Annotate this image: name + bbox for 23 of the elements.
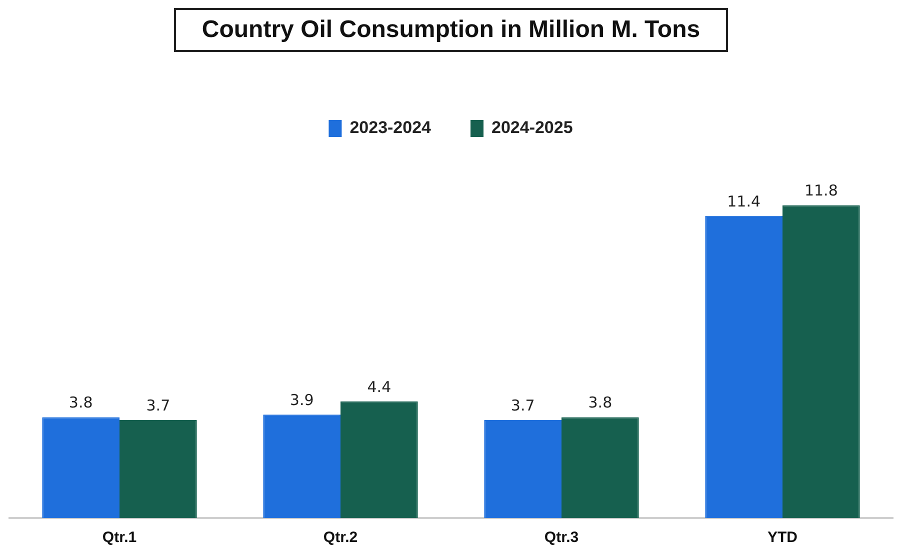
x-tick-label: Qtr.3 [544,529,579,546]
data-label: 3.8 [68,394,93,412]
bar [340,401,418,518]
data-label: 11.4 [727,192,761,210]
bar [42,417,120,518]
data-label: 3.8 [588,394,612,412]
bar [705,216,782,518]
data-label: 11.8 [804,182,838,200]
legend-label: 2024-2025 [492,118,573,138]
bar [263,414,340,518]
x-tick-label: Qtr.1 [102,529,137,546]
data-label: 3.7 [510,396,535,414]
data-label: 4.4 [367,378,392,396]
x-tick-label: Qtr.2 [323,529,358,546]
x-tick-label: YTD [768,529,798,546]
chart-title: Country Oil Consumption in Million M. Tons [174,8,728,52]
bar [782,205,860,518]
legend-label: 2023-2024 [350,118,432,138]
bar [120,420,197,518]
bar [484,420,562,518]
bar [562,417,639,518]
data-label: 3.7 [146,396,170,414]
data-label: 3.9 [290,391,314,410]
